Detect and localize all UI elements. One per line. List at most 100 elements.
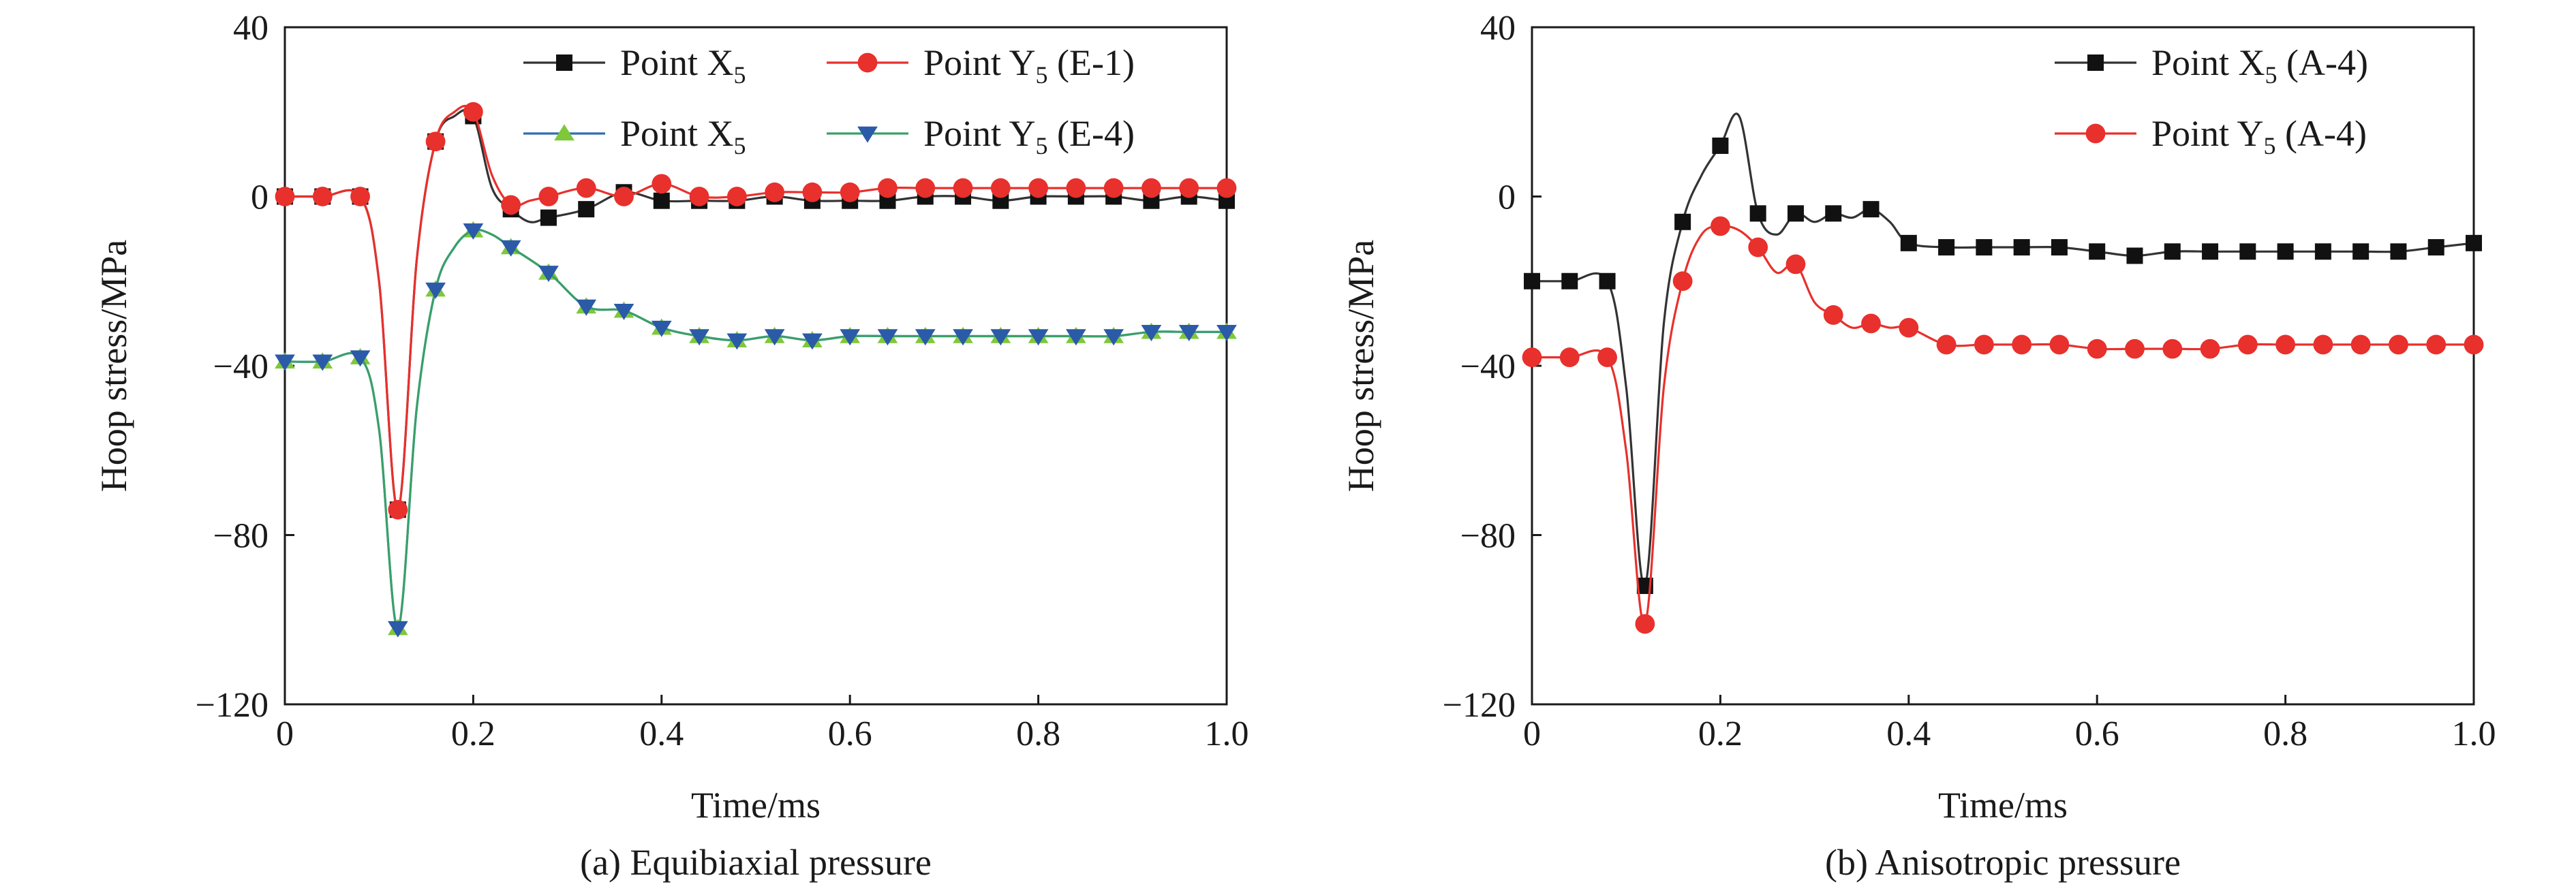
x-axis-label: Time/ms: [691, 785, 821, 826]
data-point: [1066, 329, 1086, 346]
series-line: [1531, 225, 2474, 626]
y-tick-label: −120: [1443, 686, 1516, 725]
x-tick-label: 0.8: [1016, 715, 1060, 753]
data-point: [1899, 317, 1919, 338]
series-layer: [1522, 112, 2484, 634]
data-point: [614, 187, 634, 206]
data-point: [1524, 272, 1540, 289]
data-point: [2426, 334, 2447, 355]
y-tick-label: −40: [1460, 347, 1516, 386]
x-tick-label: 0.2: [1698, 715, 1743, 753]
data-point: [2126, 247, 2143, 264]
data-point: [953, 329, 973, 346]
data-point: [1635, 614, 1655, 634]
data-point: [1028, 329, 1049, 346]
data-point: [1900, 234, 1917, 251]
data-point: [802, 182, 823, 202]
data-point: [388, 499, 408, 520]
x-tick-label: 0: [1523, 715, 1541, 753]
x-tick-label: 0.6: [2075, 715, 2119, 753]
legend-entry: Point Y5 (A-4): [2055, 113, 2367, 159]
data-point: [878, 178, 898, 198]
data-point: [651, 174, 672, 194]
x-tick-label: 0.8: [2263, 715, 2307, 753]
data-point: [953, 178, 973, 198]
data-point: [726, 187, 747, 206]
data-point: [2275, 334, 2296, 355]
data-point: [1216, 178, 1237, 198]
data-point: [1597, 347, 1617, 367]
x-tick-label: 0: [276, 715, 294, 753]
data-point: [2466, 234, 2482, 251]
legend-marker: [2087, 54, 2104, 71]
y-tick-label: 40: [1480, 9, 1516, 48]
data-point: [613, 303, 634, 320]
series-1: [275, 101, 1237, 520]
data-point: [1711, 216, 1730, 236]
x-tick-label: 0.6: [828, 715, 872, 753]
legend-label: Point Y5 (E-4): [923, 113, 1135, 159]
panel-caption: (a) Equibiaxial pressure: [580, 842, 932, 883]
y-axis-label: Hoop stress/MPa: [93, 240, 134, 492]
data-point: [350, 187, 370, 206]
legend-marker: [857, 52, 878, 73]
data-point: [2125, 339, 2145, 359]
y-tick-label: −120: [196, 686, 269, 725]
data-point: [1672, 271, 1693, 292]
data-point: [802, 333, 823, 350]
x-tick-label: 1.0: [2452, 715, 2496, 753]
y-tick-label: −80: [213, 517, 269, 556]
data-point: [312, 354, 333, 371]
data-point: [425, 282, 446, 299]
data-point: [2352, 243, 2370, 260]
data-point: [1974, 334, 1994, 355]
legend: Point X5 (A-4) Point Y5 (A-4): [2055, 42, 2368, 159]
data-point: [1861, 313, 1881, 334]
series-line: [1531, 112, 2474, 588]
legend-entry: Point X5 (A-4): [2055, 42, 2368, 89]
data-point: [2390, 243, 2407, 260]
data-point: [1559, 347, 1580, 367]
series-3: [275, 223, 1237, 638]
data-point: [538, 187, 559, 206]
data-point: [501, 195, 521, 215]
legend-entry: Point X5: [523, 42, 746, 89]
data-point: [990, 329, 1011, 346]
legend-entry: Point Y5 (E-1): [827, 42, 1135, 89]
legend-label: Point X5: [620, 42, 746, 89]
legend-marker: [554, 124, 574, 141]
data-point: [726, 333, 748, 350]
series-0: [1524, 112, 2482, 595]
legend-marker: [556, 54, 572, 71]
data-point: [1976, 239, 1993, 256]
data-point: [1561, 272, 1578, 289]
data-point: [764, 329, 785, 346]
legend-marker: [857, 126, 878, 143]
data-point: [1599, 272, 1616, 289]
data-point: [2013, 239, 2030, 256]
data-point: [540, 209, 557, 226]
data-point: [915, 178, 936, 198]
x-axis-label: Time/ms: [1938, 785, 2068, 826]
data-point: [1785, 254, 1806, 275]
data-point: [2427, 239, 2444, 256]
data-point: [1748, 237, 1768, 257]
data-point: [2051, 239, 2068, 256]
series-1: [1522, 216, 2484, 634]
data-point: [576, 178, 596, 198]
data-point: [425, 131, 446, 152]
legend-label: Point X5 (A-4): [2151, 42, 2368, 89]
y-tick-label: 0: [251, 178, 269, 217]
data-point: [538, 266, 559, 283]
data-point: [576, 299, 597, 316]
data-point: [651, 320, 672, 337]
legend-label: Point Y5 (E-1): [923, 42, 1135, 89]
y-tick-label: −40: [213, 347, 269, 386]
data-point: [2087, 339, 2107, 359]
data-point: [1862, 201, 1880, 218]
data-point: [1522, 347, 1542, 367]
series-line: [285, 104, 1227, 511]
y-tick-label: −80: [1460, 517, 1516, 556]
data-point: [2314, 243, 2331, 260]
